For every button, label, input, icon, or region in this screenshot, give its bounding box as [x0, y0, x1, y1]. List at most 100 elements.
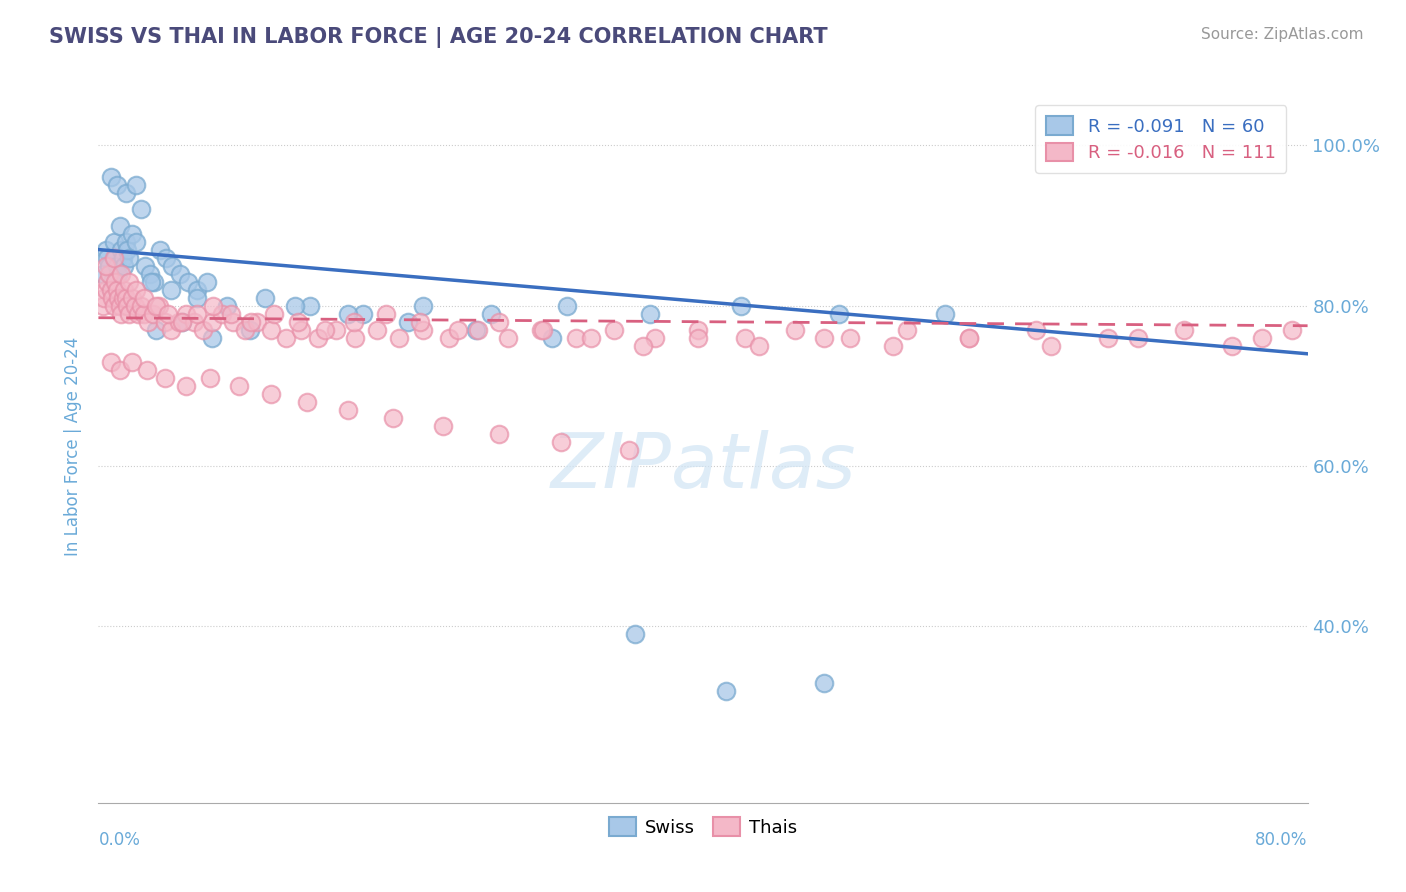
Point — [263, 307, 285, 321]
Point — [108, 219, 131, 233]
Point — [134, 259, 156, 273]
Point — [162, 259, 184, 273]
Point — [734, 331, 756, 345]
Point — [101, 291, 124, 305]
Point — [287, 315, 309, 329]
Point — [644, 331, 666, 345]
Point — [1024, 323, 1046, 337]
Point — [148, 299, 170, 313]
Point — [239, 323, 262, 337]
Point — [336, 307, 359, 321]
Point — [531, 323, 554, 337]
Point — [112, 259, 135, 273]
Point — [100, 283, 122, 297]
Point — [352, 307, 374, 321]
Point — [201, 315, 224, 329]
Point — [295, 395, 318, 409]
Point — [882, 339, 904, 353]
Point — [496, 331, 519, 345]
Point — [100, 170, 122, 185]
Point — [284, 299, 307, 313]
Point — [748, 339, 770, 353]
Point — [957, 331, 980, 345]
Point — [186, 307, 208, 321]
Point — [125, 283, 148, 297]
Point — [688, 331, 710, 345]
Point — [260, 387, 283, 401]
Point — [1173, 323, 1195, 337]
Point — [1097, 331, 1119, 345]
Point — [813, 331, 835, 345]
Point — [240, 315, 263, 329]
Point — [202, 299, 225, 313]
Point — [201, 331, 224, 345]
Point — [896, 323, 918, 337]
Point — [246, 315, 269, 329]
Text: 0.0%: 0.0% — [98, 831, 141, 849]
Point — [169, 267, 191, 281]
Point — [233, 323, 256, 337]
Point — [96, 275, 118, 289]
Point — [934, 307, 956, 321]
Point — [488, 427, 510, 442]
Point — [136, 315, 159, 329]
Point — [167, 315, 190, 329]
Point — [688, 323, 710, 337]
Point — [183, 315, 205, 329]
Point — [105, 283, 128, 297]
Point — [343, 315, 366, 329]
Point — [274, 331, 297, 345]
Point — [396, 315, 419, 329]
Point — [176, 275, 198, 289]
Point — [104, 251, 127, 265]
Point — [465, 323, 488, 337]
Point — [118, 307, 141, 321]
Point — [447, 323, 470, 337]
Point — [336, 403, 359, 417]
Point — [139, 267, 162, 281]
Point — [638, 307, 661, 321]
Point — [124, 299, 146, 313]
Point — [170, 315, 193, 329]
Point — [91, 299, 114, 313]
Point — [813, 675, 835, 690]
Point — [93, 291, 115, 305]
Point — [290, 323, 312, 337]
Y-axis label: In Labor Force | Age 20-24: In Labor Force | Age 20-24 — [65, 336, 83, 556]
Point — [221, 307, 243, 321]
Point — [1281, 323, 1303, 337]
Point — [412, 299, 434, 313]
Point — [195, 275, 218, 289]
Point — [145, 323, 167, 337]
Point — [1251, 331, 1274, 345]
Point — [838, 331, 860, 345]
Point — [114, 186, 136, 201]
Point — [253, 291, 276, 305]
Point — [160, 323, 183, 337]
Point — [215, 299, 238, 313]
Point — [174, 307, 197, 321]
Point — [191, 323, 214, 337]
Point — [1128, 331, 1150, 345]
Point — [91, 267, 114, 281]
Point — [96, 251, 118, 265]
Point — [115, 243, 138, 257]
Point — [108, 363, 131, 377]
Point — [299, 299, 322, 313]
Point — [631, 339, 654, 353]
Point — [174, 379, 197, 393]
Point — [111, 251, 134, 265]
Point — [160, 283, 183, 297]
Point — [530, 323, 553, 337]
Point — [110, 307, 132, 321]
Point — [388, 331, 411, 345]
Point — [94, 243, 117, 257]
Point — [110, 267, 132, 281]
Point — [155, 251, 177, 265]
Text: ZIPatlas: ZIPatlas — [550, 431, 856, 504]
Point — [111, 291, 134, 305]
Point — [785, 323, 807, 337]
Point — [98, 259, 121, 273]
Point — [1220, 339, 1243, 353]
Point — [550, 435, 572, 450]
